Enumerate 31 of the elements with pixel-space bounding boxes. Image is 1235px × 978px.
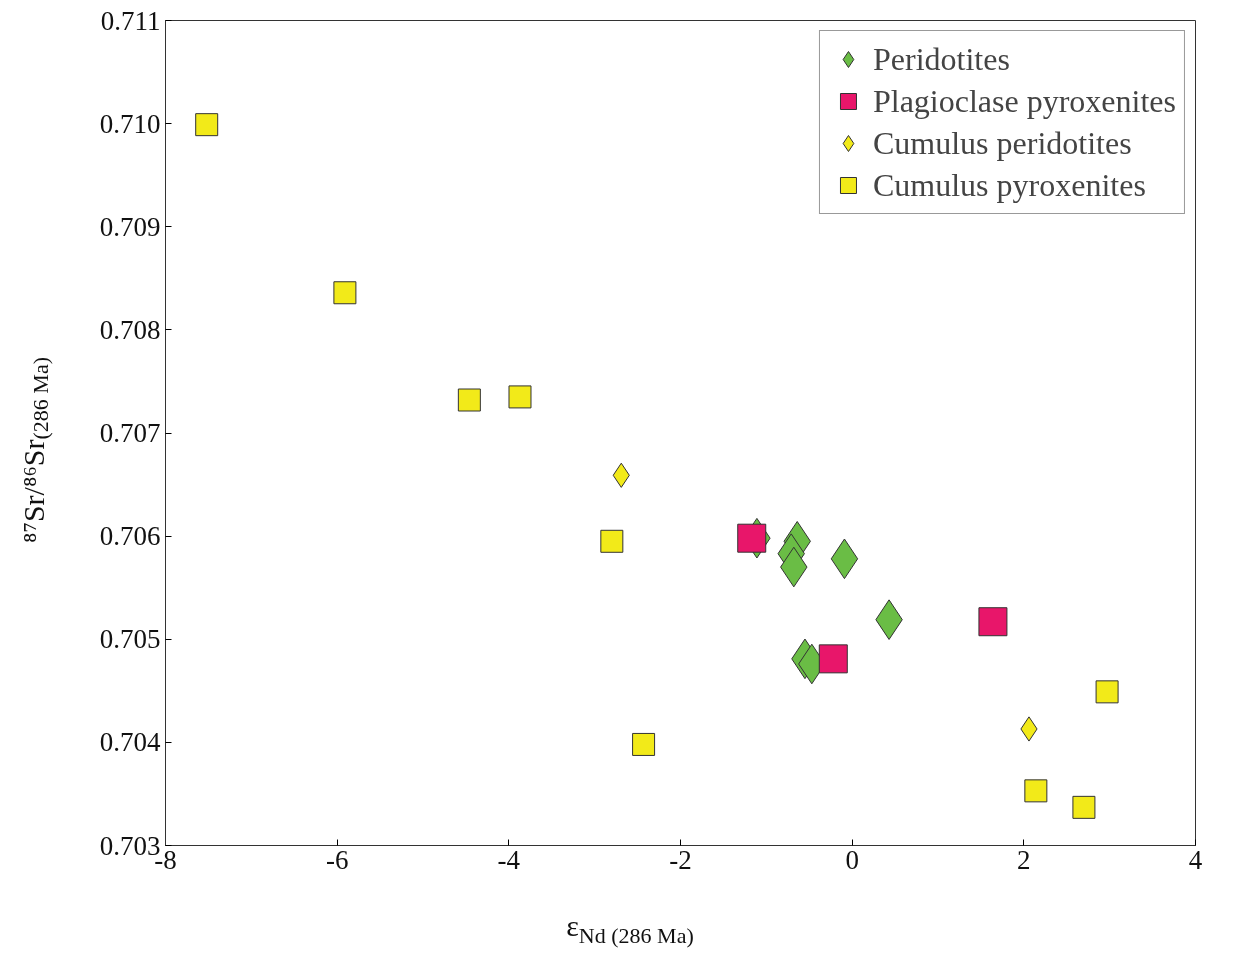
- point: [737, 523, 767, 553]
- point: [1024, 779, 1048, 803]
- y-tick-label: 0.706: [99, 521, 161, 552]
- point: [1095, 680, 1119, 704]
- legend-label: Plagioclase pyroxenites: [872, 82, 1176, 120]
- y-tick-label: 0.710: [99, 108, 161, 139]
- y-tick-label: 0.708: [99, 314, 161, 345]
- x-tick-label: 0: [845, 844, 859, 875]
- point: [818, 644, 848, 674]
- x-tick-label: -4: [497, 844, 521, 875]
- x-tick-label: 2: [1017, 844, 1031, 875]
- point: [508, 385, 532, 409]
- x-tick-label: -2: [669, 844, 692, 875]
- x-tick-label: -6: [325, 844, 349, 875]
- point: [1072, 795, 1096, 819]
- point: [978, 607, 1008, 637]
- legend-label: Peridotites: [872, 40, 1010, 78]
- point: [333, 281, 357, 305]
- point: [600, 529, 624, 553]
- legend-label: Cumulus pyroxenites: [872, 166, 1146, 204]
- x-tick-label: 4: [1188, 844, 1203, 875]
- point: [457, 388, 481, 412]
- y-tick-label: 0.707: [99, 418, 161, 448]
- y-tick-label: 0.705: [99, 624, 161, 655]
- x-axis-title: ε$_{Nd (286 Ma)}$: [566, 908, 694, 950]
- y-tick-label: 0.704: [99, 727, 161, 758]
- point: [632, 732, 656, 756]
- legend-label: Cumulus peridotites: [872, 124, 1132, 162]
- point: [195, 113, 219, 137]
- y-tick-label: 0.711: [100, 5, 161, 36]
- y-tick-label: 0.709: [99, 211, 161, 242]
